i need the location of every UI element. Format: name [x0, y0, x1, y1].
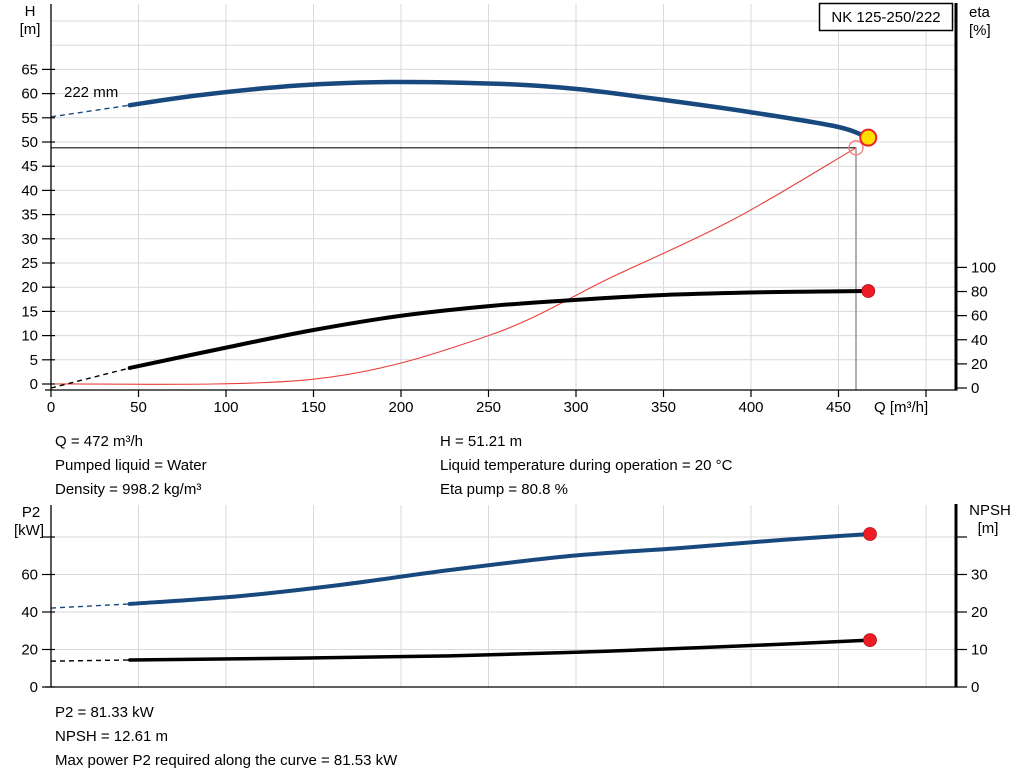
svg-text:400: 400: [738, 399, 763, 416]
svg-text:65: 65: [21, 61, 38, 78]
axes: 0 20 40 60 0 10 20 30: [21, 504, 988, 696]
svg-text:25: 25: [21, 255, 38, 272]
svg-text:55: 55: [21, 110, 38, 127]
qh-curve-222mm: [50, 79, 871, 141]
svg-text:60: 60: [21, 567, 38, 584]
svg-text:[%]: [%]: [969, 22, 991, 39]
svg-text:[m]: [m]: [978, 520, 999, 537]
p2-value: P2 = 81.33 kW: [55, 704, 154, 721]
pump-type-box-frame: [818, 2, 954, 32]
markers: [863, 527, 877, 648]
p2-point-marker: [863, 527, 877, 541]
svg-text:0: 0: [30, 376, 38, 393]
liquid-temperature: Liquid temperature during operation = 20…: [440, 457, 733, 474]
svg-text:50: 50: [21, 134, 38, 151]
requested-duty-point-marker: [848, 140, 864, 156]
p2-curve: [50, 532, 872, 609]
svg-text:100: 100: [971, 259, 996, 276]
npsh-curve-line: [128, 638, 872, 662]
duty-point-marker: [859, 128, 878, 147]
npsh-value: NPSH = 12.61 m: [55, 728, 168, 745]
axis-titles: P2[kW] NPSH[m]: [14, 502, 1011, 539]
svg-text:50: 50: [130, 399, 147, 416]
eta-curve: [50, 289, 871, 389]
impeller-diameter-label: 222 mm: [64, 84, 118, 101]
svg-text:60: 60: [971, 308, 988, 325]
svg-text:eta: eta: [969, 4, 991, 21]
svg-text:150: 150: [301, 399, 326, 416]
eta-curve-line: [127, 289, 871, 370]
svg-text:H: H: [25, 3, 36, 20]
p2-npsh-chart: 0 20 40 60 0 10 20 30 P2[kW] NPSH[m]: [14, 502, 1011, 696]
svg-text:40: 40: [21, 182, 38, 199]
npsh-curve: [50, 638, 872, 662]
gridlines: [51, 4, 956, 390]
svg-text:200: 200: [388, 399, 413, 416]
eta-pump: Eta pump = 80.8 %: [440, 481, 568, 498]
qh-curve-222mm-line: [127, 79, 871, 141]
markers: [848, 128, 878, 298]
svg-text:NPSH: NPSH: [969, 502, 1011, 519]
pumped-liquid: Pumped liquid = Water: [55, 457, 207, 474]
eta-curve-extrapolated: [50, 367, 130, 389]
svg-text:0: 0: [30, 679, 38, 696]
svg-text:Q [m³/h]: Q [m³/h]: [874, 399, 928, 416]
svg-text:0: 0: [47, 399, 55, 416]
svg-text:[kW]: [kW]: [14, 522, 44, 539]
qh-eta-chart: 0 5 10 15 20 25 30 35 40 45 50 55 60 65 0 20 40 60 80 100 0 5…: [20, 2, 996, 416]
operating-conditions-left: Q = 472 m³/h Pumped liquid = Water Densi…: [55, 430, 207, 502]
npsh-point-marker: [863, 633, 877, 648]
svg-text:45: 45: [21, 158, 38, 175]
npsh-curve-extrapolated: [50, 659, 130, 662]
svg-text:80: 80: [971, 284, 988, 301]
svg-text:20: 20: [971, 604, 988, 621]
svg-text:10: 10: [971, 642, 988, 659]
svg-text:20: 20: [21, 279, 38, 296]
svg-text:40: 40: [21, 604, 38, 621]
pump-type-box: NK 125-250/222: [818, 2, 954, 32]
svg-text:300: 300: [563, 399, 588, 416]
axis-titles: H[m] eta[%] Q [m³/h]: [20, 3, 991, 416]
svg-text:10: 10: [21, 328, 38, 345]
svg-text:35: 35: [21, 207, 38, 224]
p2-curve-extrapolated: [50, 603, 130, 609]
svg-text:250: 250: [476, 399, 501, 416]
p2-curve-line: [127, 532, 872, 606]
duty-crosshair: [51, 147, 857, 390]
svg-text:30: 30: [971, 567, 988, 584]
density: Density = 998.2 kg/m³: [55, 481, 202, 498]
svg-text:5: 5: [30, 352, 38, 369]
svg-text:P2: P2: [22, 504, 40, 521]
h-value: H = 51.21 m: [440, 433, 523, 450]
operating-conditions-right: H = 51.21 m Liquid temperature during op…: [440, 430, 732, 502]
svg-text:100: 100: [213, 399, 238, 416]
svg-text:20: 20: [971, 356, 988, 373]
svg-text:NK 125-250/222: NK 125-250/222: [831, 9, 940, 26]
system-curve: [50, 147, 857, 385]
svg-text:40: 40: [971, 332, 988, 349]
eta-point-marker: [861, 284, 876, 298]
svg-text:0: 0: [971, 380, 979, 397]
svg-text:20: 20: [21, 642, 38, 659]
max-power: Max power P2 required along the curve = …: [55, 752, 398, 769]
svg-text:[m]: [m]: [20, 21, 41, 38]
svg-text:350: 350: [651, 399, 676, 416]
q-value: Q = 472 m³/h: [55, 433, 143, 450]
power-npsh-results: P2 = 81.33 kW NPSH = 12.61 m Max power P…: [55, 701, 397, 773]
svg-text:60: 60: [21, 86, 38, 103]
system-curve-line: [50, 147, 857, 385]
svg-text:222 mm: 222 mm: [64, 84, 118, 101]
svg-text:15: 15: [21, 303, 38, 320]
svg-text:0: 0: [971, 679, 979, 696]
svg-text:30: 30: [21, 231, 38, 248]
svg-text:450: 450: [826, 399, 851, 416]
qh-curve-222mm-extrapolated: [50, 104, 130, 118]
axes: 0 5 10 15 20 25 30 35 40 45 50 55 60 65 0 20 40 60 80 100 0 5…: [21, 3, 996, 416]
